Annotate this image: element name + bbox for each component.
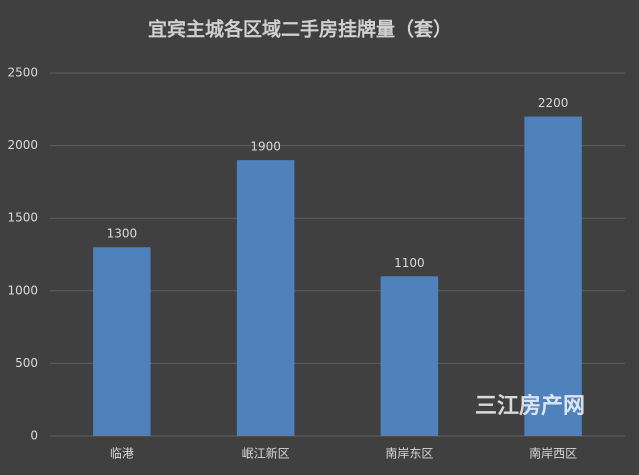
- chart-title: 宜宾主城各区域二手房挂牌量（套）: [148, 18, 452, 41]
- data-label: 1100: [394, 256, 425, 270]
- y-tick-label: 1500: [7, 211, 38, 225]
- watermark: 三江房产网: [475, 393, 585, 419]
- data-label: 1300: [107, 227, 138, 241]
- data-label: 1900: [250, 140, 281, 154]
- x-tick-label: 南岸东区: [385, 446, 433, 461]
- x-tick-label: 临港: [110, 447, 134, 461]
- x-tick-label: 岷江新区: [242, 446, 290, 461]
- bar: [236, 160, 295, 436]
- bar: [524, 116, 582, 436]
- bar: [380, 276, 439, 436]
- data-label: 2200: [538, 96, 569, 110]
- x-tick-label: 南岸西区: [529, 446, 577, 461]
- y-tick-label: 1000: [7, 283, 38, 297]
- y-tick-label: 2500: [7, 66, 38, 80]
- y-tick-label: 0: [30, 429, 38, 443]
- y-tick-label: 500: [15, 356, 38, 370]
- bar: [93, 247, 151, 436]
- y-tick-label: 2000: [7, 138, 38, 152]
